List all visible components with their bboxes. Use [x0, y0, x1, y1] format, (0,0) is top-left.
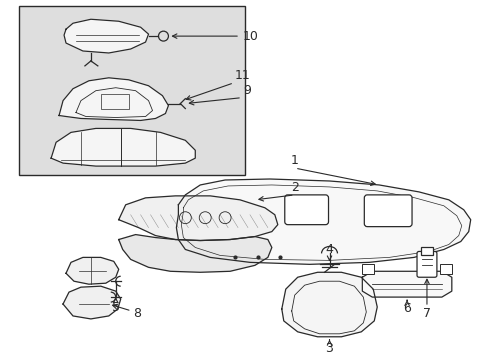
Polygon shape: [66, 257, 119, 284]
Bar: [19, 6, 244, 175]
Bar: [101, 94, 128, 109]
Text: 10: 10: [243, 30, 258, 42]
Polygon shape: [63, 286, 121, 319]
Polygon shape: [119, 196, 277, 240]
FancyBboxPatch shape: [284, 195, 328, 225]
Bar: [420, 247, 432, 255]
Polygon shape: [176, 179, 470, 264]
FancyBboxPatch shape: [364, 195, 411, 227]
Polygon shape: [119, 235, 271, 272]
FancyBboxPatch shape: [416, 251, 436, 277]
Text: 1: 1: [290, 154, 298, 167]
Bar: [362, 264, 373, 274]
Text: 2: 2: [290, 181, 298, 194]
Text: 5: 5: [111, 301, 120, 314]
Polygon shape: [51, 129, 195, 166]
Polygon shape: [64, 19, 148, 53]
Polygon shape: [362, 271, 451, 297]
Text: 6: 6: [402, 302, 410, 315]
Text: 7: 7: [422, 307, 430, 320]
Text: 4: 4: [325, 243, 333, 256]
Polygon shape: [281, 272, 376, 337]
Text: 11: 11: [235, 69, 250, 82]
Text: 9: 9: [243, 84, 250, 97]
Text: 8: 8: [132, 307, 141, 320]
Polygon shape: [59, 78, 168, 121]
Bar: [439, 264, 451, 274]
Text: 3: 3: [325, 342, 333, 355]
